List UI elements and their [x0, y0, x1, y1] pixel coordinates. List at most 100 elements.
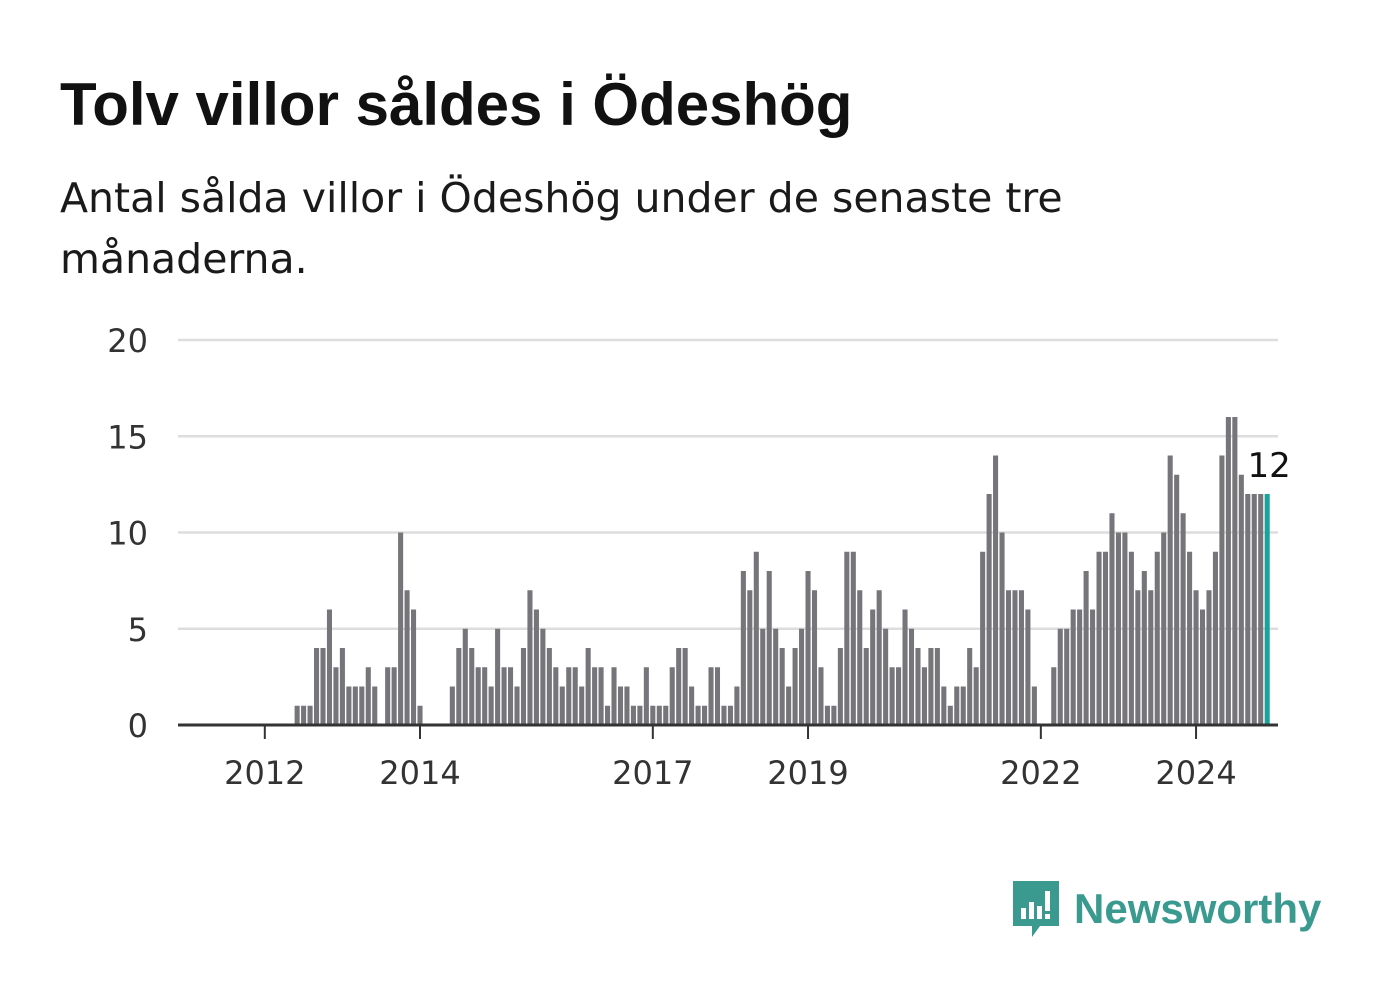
chart-title: Tolv villor såldes i Ödeshög: [60, 71, 853, 138]
bar: [611, 667, 617, 725]
bar: [863, 648, 869, 725]
bar: [417, 705, 423, 725]
x-tick-label: 2017: [612, 754, 693, 792]
bar: [1012, 590, 1018, 725]
bar: [339, 648, 345, 725]
bar: [779, 648, 785, 725]
bar: [760, 628, 766, 725]
bar: [1206, 590, 1212, 725]
bar: [1135, 590, 1141, 725]
bar: [999, 532, 1005, 725]
bar: [902, 609, 908, 725]
bar: [695, 705, 701, 725]
bar: [307, 705, 313, 725]
bar: [824, 705, 830, 725]
bar: [514, 686, 520, 725]
bar: [553, 667, 559, 725]
bar: [314, 648, 320, 725]
y-tick-label: 15: [107, 418, 148, 456]
bar: [947, 705, 953, 725]
newsworthy-logo-icon: [1013, 881, 1059, 937]
bar: [559, 686, 565, 725]
bar: [1096, 551, 1102, 725]
bar: [346, 686, 352, 725]
bar: [1005, 590, 1012, 725]
axes: [178, 723, 1278, 739]
bar: [915, 648, 921, 725]
bar: [921, 667, 927, 725]
x-tick-label: 2019: [767, 754, 848, 792]
bar: [598, 667, 604, 725]
bar: [1251, 494, 1257, 725]
bar-highlight: [1264, 494, 1270, 725]
bar: [1245, 494, 1251, 725]
bar: [1212, 551, 1218, 725]
y-tick-label: 5: [128, 611, 148, 649]
bar: [1109, 513, 1115, 725]
brand-logo[interactable]: Newsworthy: [1010, 878, 1321, 940]
bar: [831, 705, 837, 725]
bar: [301, 705, 307, 725]
bar: [294, 705, 300, 725]
bar: [876, 590, 882, 725]
bar: [811, 590, 818, 725]
bars: [294, 417, 1270, 725]
bar: [682, 648, 688, 725]
bar: [941, 686, 947, 725]
bar: [1077, 609, 1083, 725]
bar: [1193, 590, 1199, 725]
bar: [462, 628, 468, 725]
bar: [365, 667, 371, 725]
x-tick-label: 2022: [1000, 754, 1081, 792]
bar: [714, 667, 721, 725]
bar: [1167, 455, 1173, 725]
bar: [585, 648, 591, 725]
bar: [404, 590, 410, 725]
bar: [857, 590, 863, 725]
bar: [980, 551, 986, 725]
bar: [488, 686, 494, 725]
bar: [727, 705, 733, 725]
bar: [908, 628, 915, 725]
bar: [967, 648, 973, 725]
bar: [475, 667, 481, 725]
bar: [1051, 667, 1057, 725]
bar: [792, 648, 798, 725]
bar: [520, 648, 527, 725]
bar: [540, 628, 546, 725]
bar: [844, 551, 850, 725]
bar: [624, 686, 630, 725]
bar: [650, 705, 656, 725]
bar: [818, 667, 824, 725]
bar: [1083, 571, 1089, 725]
bar: [326, 609, 333, 725]
y-tick-label: 0: [128, 707, 148, 745]
bar: [663, 705, 669, 725]
bar: [1180, 513, 1186, 725]
bar: [954, 686, 960, 725]
bar: [1238, 474, 1244, 725]
bar: [1122, 532, 1128, 725]
bar: [546, 648, 552, 725]
bar: [566, 667, 572, 725]
bar: [747, 590, 753, 725]
bar: [579, 686, 585, 725]
bar: [1090, 609, 1096, 725]
bar: [934, 648, 940, 725]
bar: [850, 551, 856, 725]
bar: [669, 667, 675, 725]
bar: [398, 532, 404, 725]
bar: [960, 686, 966, 725]
y-tick-label: 10: [107, 515, 148, 553]
bar: [973, 667, 979, 725]
bar: [1064, 628, 1070, 725]
bar: [1128, 551, 1134, 725]
bar: [533, 609, 539, 725]
bar: [605, 705, 611, 725]
bar: [773, 628, 779, 725]
bar: [1258, 494, 1264, 725]
bar: [993, 455, 999, 725]
bar: [721, 705, 727, 725]
bar: [889, 667, 895, 725]
bar: [1070, 609, 1076, 725]
